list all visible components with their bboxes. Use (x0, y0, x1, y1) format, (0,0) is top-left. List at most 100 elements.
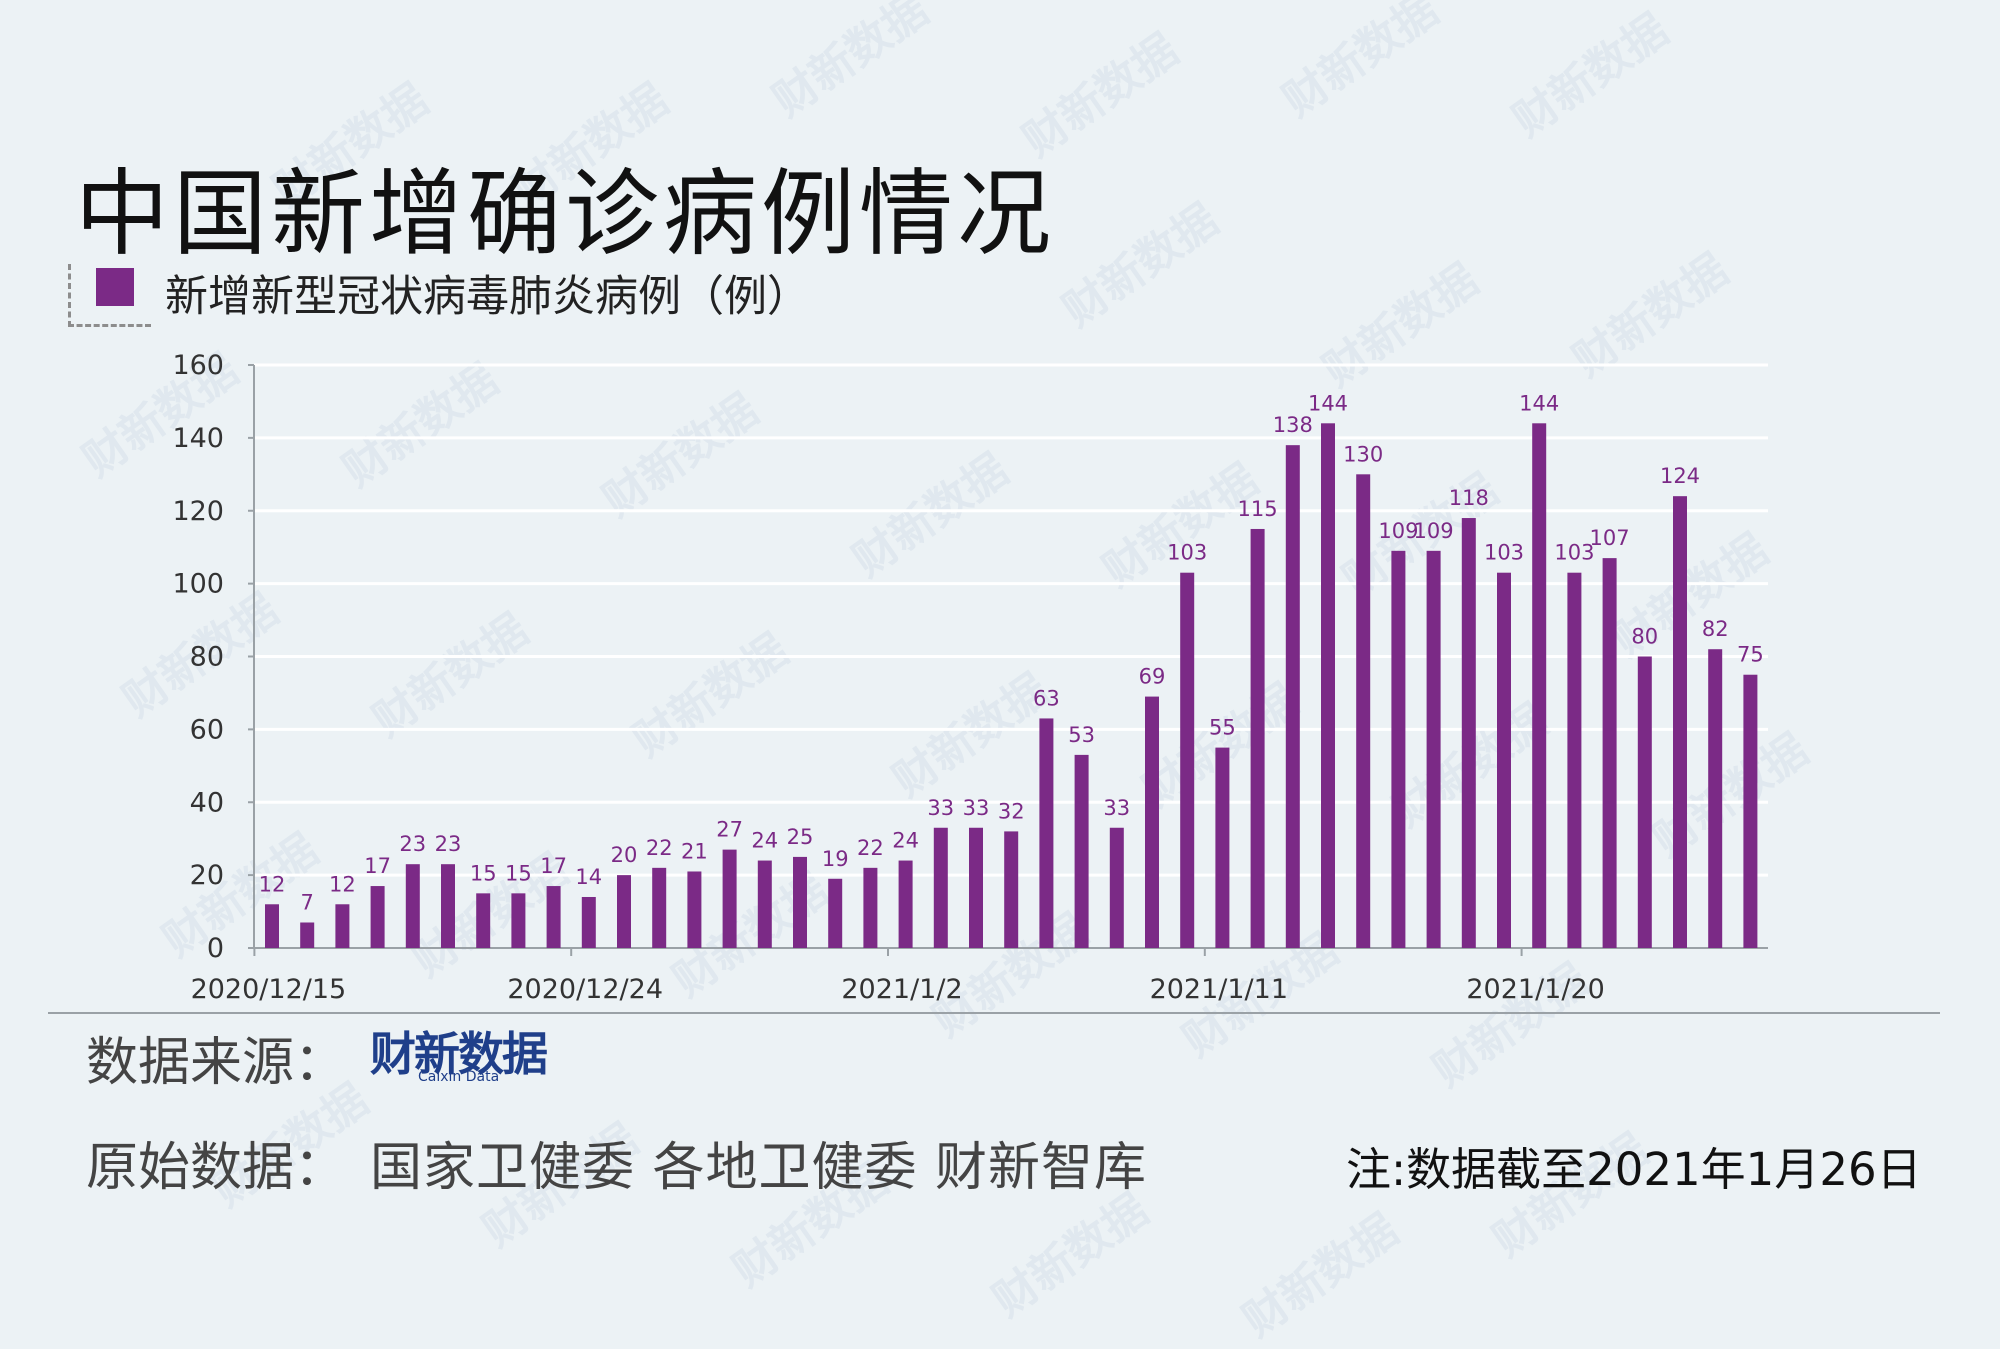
data-label: 27 (716, 818, 743, 842)
bar (1215, 747, 1230, 948)
logo-main-text: 财新数据 (370, 1027, 548, 1081)
data-label: 32 (998, 799, 1025, 823)
cutoff-note: 注:数据截至2021年1月26日 (1346, 1143, 1922, 1196)
bar (1532, 423, 1547, 948)
data-label: 24 (751, 829, 778, 853)
data-label: 124 (1660, 464, 1700, 488)
bar (546, 886, 561, 948)
x-tick-label: 2021/1/2 (841, 974, 962, 1005)
data-label: 21 (681, 839, 708, 863)
bar (898, 860, 913, 948)
data-label: 82 (1702, 617, 1729, 641)
bar (1321, 423, 1335, 948)
data-label: 103 (1554, 541, 1594, 565)
x-tick-label: 2021/1/11 (1150, 974, 1288, 1005)
data-label: 138 (1273, 413, 1313, 437)
bar (1391, 550, 1406, 948)
data-label: 55 (1209, 716, 1236, 740)
data-label: 115 (1238, 497, 1278, 521)
y-tick-label: 80 (190, 642, 224, 673)
bar (1285, 445, 1300, 948)
x-tick-label: 2020/12/15 (191, 974, 347, 1005)
data-label: 109 (1378, 519, 1418, 543)
data-label: 25 (787, 825, 814, 849)
data-label: 12 (259, 872, 286, 896)
raw-data-sources: 国家卫健委 各地卫健委 财新智库 (370, 1138, 1148, 1198)
data-label: 33 (963, 796, 990, 820)
bar (581, 896, 596, 948)
legend-frame (68, 264, 151, 327)
caixin-data-logo: 财新数据 Caixin Data (370, 1018, 560, 1086)
bar (335, 904, 350, 948)
data-label: 103 (1484, 541, 1524, 565)
data-label: 23 (435, 832, 462, 856)
bar (1567, 572, 1582, 948)
bar (441, 864, 455, 948)
y-tick-label: 40 (190, 787, 224, 818)
bar (757, 860, 772, 948)
data-label: 15 (470, 861, 497, 885)
bar (1426, 550, 1441, 948)
bar (1145, 696, 1159, 948)
bar (511, 893, 526, 948)
bar (1461, 518, 1476, 948)
bar (617, 875, 631, 948)
bar (793, 856, 807, 948)
data-label: 80 (1631, 625, 1658, 649)
chart-title: 中国新增确诊病例情况 (75, 160, 1056, 269)
bar (1673, 496, 1687, 948)
bar (1004, 831, 1019, 948)
data-label: 17 (364, 854, 391, 878)
bar (687, 871, 702, 948)
bar (1109, 827, 1124, 948)
data-label: 69 (1139, 665, 1166, 689)
y-tick-label: 60 (190, 714, 224, 745)
bar (1637, 656, 1652, 948)
bar (1497, 572, 1511, 948)
bar (405, 864, 420, 948)
x-tick-label: 2020/12/24 (507, 974, 663, 1005)
legend-swatch (96, 268, 134, 306)
data-label: 144 (1519, 391, 1559, 415)
y-tick-label: 120 (172, 496, 224, 527)
data-label: 12 (329, 872, 356, 896)
bar (1039, 718, 1054, 948)
data-label: 130 (1343, 442, 1383, 466)
y-tick-label: 160 (172, 350, 224, 381)
y-tick-label: 100 (172, 569, 224, 600)
bar (1356, 474, 1371, 948)
data-label: 23 (399, 832, 426, 856)
data-label: 33 (1103, 796, 1130, 820)
data-label: 118 (1449, 486, 1489, 510)
bar (1180, 572, 1195, 948)
logo-sub-text: Caixin Data (418, 1069, 500, 1085)
bar (828, 878, 843, 948)
bar (265, 904, 279, 948)
data-label: 144 (1308, 391, 1348, 415)
bar (1602, 558, 1617, 948)
x-tick-label: 2021/1/20 (1466, 974, 1604, 1005)
data-label: 14 (575, 865, 602, 889)
data-label: 19 (822, 847, 849, 871)
data-label: 103 (1167, 541, 1207, 565)
data-label: 24 (892, 829, 919, 853)
bar (1743, 674, 1758, 948)
data-label: 63 (1033, 686, 1060, 710)
data-label: 109 (1414, 519, 1454, 543)
bar (1074, 754, 1089, 948)
data-label: 53 (1068, 723, 1095, 747)
bar (1708, 649, 1723, 948)
bar (969, 827, 983, 948)
source-label: 数据来源： (86, 1033, 347, 1093)
bar (1250, 528, 1265, 948)
bar (476, 893, 491, 948)
data-label: 15 (505, 861, 532, 885)
data-label: 33 (927, 796, 954, 820)
data-label: 17 (540, 854, 567, 878)
data-label: 107 (1590, 526, 1630, 550)
y-tick-label: 20 (190, 860, 224, 891)
data-label: 75 (1737, 643, 1764, 667)
bar (933, 827, 948, 948)
bar (863, 867, 878, 948)
bar (300, 922, 315, 948)
